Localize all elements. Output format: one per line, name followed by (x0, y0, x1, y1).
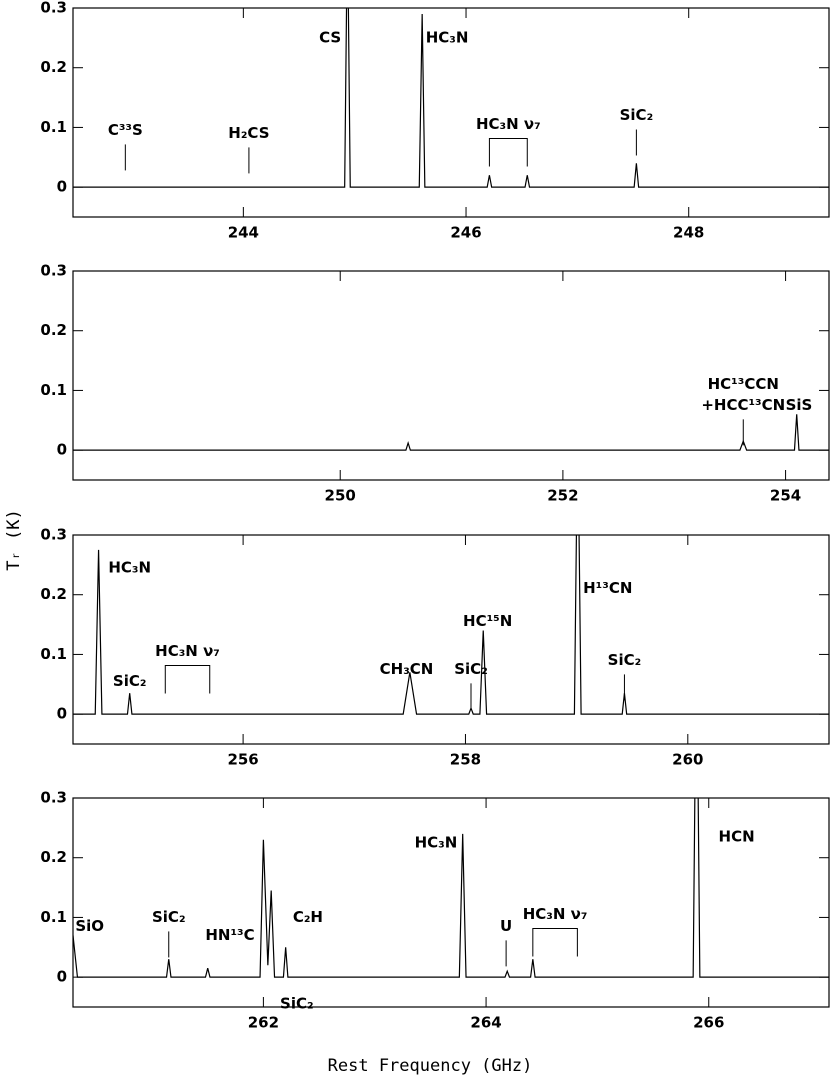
plot-frame (72, 797, 830, 1008)
annotation: HC₃N ν₇ (155, 642, 220, 660)
annotation: HC₃N ν₇ (523, 905, 588, 923)
annotation: SiC₂ (113, 672, 147, 690)
annotation-bracket (164, 664, 211, 694)
y-tick-label: 0.1 (40, 118, 67, 136)
plot-frame (72, 270, 830, 481)
y-tick-label: 0.1 (40, 908, 67, 926)
annotation: HC₃N (426, 28, 469, 46)
plot-frame (72, 7, 830, 218)
annotation: SiS (786, 396, 813, 414)
x-tick-label: 248 (673, 224, 704, 242)
x-tick-label: 264 (470, 1014, 501, 1032)
annotation: HC¹⁵N (463, 612, 512, 630)
y-tick-label: 0.2 (40, 321, 67, 339)
plot-frame (72, 534, 830, 745)
annotation: HN¹³C (205, 926, 254, 944)
spectrum-line (73, 8, 829, 188)
x-tick-label: 254 (770, 487, 801, 505)
annotation-bracket (488, 137, 528, 167)
x-tick-label: 256 (227, 751, 258, 769)
annotation: HC¹³CCN (708, 375, 779, 393)
spectrum-line (73, 414, 829, 451)
annotation: SiC₂ (152, 908, 186, 926)
x-tick-label: 246 (450, 224, 481, 242)
y-tick-label: 0.3 (40, 262, 67, 280)
x-tick-label: 266 (693, 1014, 724, 1032)
y-tick-label: 0 (57, 705, 67, 723)
annotation: HC₃N (415, 833, 458, 851)
annotation: SiC₂ (454, 660, 488, 678)
x-tick-label: 250 (325, 487, 356, 505)
spectrum-line (73, 798, 829, 978)
panel: 0 0.1 0.2 0.3 244 246 248 C³³S H₂CS CS HC₃N HC₃N ν₇… (40, 0, 830, 242)
annotation: H¹³CN (583, 579, 632, 597)
annotation: C³³S (108, 121, 143, 139)
y-axis-title: Tᵣ (K) (4, 509, 24, 570)
annotation: SiO (75, 917, 104, 935)
x-tick-label: 252 (547, 487, 578, 505)
x-tick-label: 262 (248, 1014, 279, 1032)
annotation: U (500, 917, 512, 935)
y-tick-label: 0.3 (40, 526, 67, 544)
panel: 0 0.1 0.2 0.3 250 252 254 HC¹³CCN +HCC¹³CN SiS (40, 262, 830, 505)
annotation: SiC₂ (620, 106, 654, 124)
annotation: HC₃N (108, 558, 151, 576)
annotation: +HCC¹³CN (701, 396, 785, 414)
y-tick-label: 0.3 (40, 789, 67, 807)
x-tick-label: 244 (228, 224, 259, 242)
panel: 0 0.1 0.2 0.3 256 258 260 HC₃N SiC₂ HC₃N ν₇ CH₃CN S… (40, 526, 830, 769)
annotation: SiC₂ (280, 995, 314, 1013)
annotation: C₂H (293, 908, 323, 926)
y-tick-label: 0 (57, 968, 67, 986)
y-tick-label: 0.1 (40, 645, 67, 663)
y-tick-label: 0 (57, 441, 67, 459)
y-tick-label: 0.2 (40, 58, 67, 76)
x-axis-title: Rest Frequency (GHz) (328, 1056, 533, 1076)
spectrum-line (73, 535, 829, 715)
x-tick-label: 260 (672, 751, 703, 769)
annotation: SiC₂ (608, 651, 642, 669)
annotation: CH₃CN (380, 660, 434, 678)
panel: 0 0.1 0.2 0.3 262 264 266 SiO SiC₂ HN¹³C C₂H SiC₂ HC… (40, 789, 830, 1032)
y-tick-label: 0.2 (40, 848, 67, 866)
annotation: HCN (719, 827, 755, 845)
annotation: CS (319, 28, 341, 46)
y-tick-label: 0 (57, 178, 67, 196)
y-tick-label: 0.2 (40, 585, 67, 603)
x-tick-label: 258 (450, 751, 481, 769)
y-tick-label: 0.3 (40, 0, 67, 17)
annotation: HC₃N ν₇ (476, 115, 541, 133)
annotation: H₂CS (228, 124, 269, 142)
y-tick-label: 0.1 (40, 381, 67, 399)
annotation-bracket (532, 927, 578, 957)
